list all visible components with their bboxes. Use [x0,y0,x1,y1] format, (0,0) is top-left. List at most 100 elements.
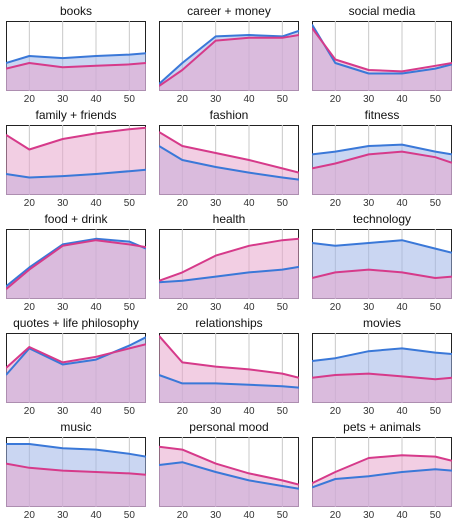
x-tick-label: 50 [430,198,442,209]
chart-plot: 20 30 40 50 [312,21,452,105]
x-tick-label: 40 [90,94,102,105]
x-tick-label: 50 [277,198,289,209]
chart-plot: 20 30 40 50 [6,125,146,209]
series-line [159,29,299,85]
series-line [312,27,452,73]
x-tick-label: 40 [243,406,255,417]
x-tick-label: 40 [396,94,408,105]
chart-title: personal mood [189,420,269,434]
chart-plot: 20 30 40 50 [159,437,299,521]
x-tick-label: 30 [210,94,222,105]
chart-title: movies [362,316,401,330]
x-tick-label: 40 [396,302,408,313]
x-tick-label: 20 [24,302,36,313]
chart-panel: movies 20 30 40 50 [312,316,452,417]
series-line [159,374,299,389]
x-tick-label: 50 [430,94,442,105]
series-line [312,143,452,156]
series-line [6,336,146,376]
x-tick-label: 40 [90,198,102,209]
series-line [6,237,146,288]
chart-panel: personal mood 20 30 40 50 [159,420,299,521]
x-tick-label: 30 [363,94,375,105]
x-tick-label: 50 [430,510,442,521]
x-tick-label: 50 [124,302,136,313]
x-tick-label: 40 [396,406,408,417]
x-tick-label: 20 [330,406,342,417]
series-line [159,34,299,87]
x-tick-label: 30 [57,406,69,417]
series-line [6,126,146,151]
series-area [312,151,452,195]
x-tick-label: 30 [57,302,69,313]
series-line [6,239,146,290]
x-tick-label: 20 [330,198,342,209]
chart-plot: 20 30 40 50 [6,437,146,521]
x-tick-label: 30 [210,510,222,521]
x-tick-label: 40 [243,94,255,105]
x-tick-label: 20 [330,510,342,521]
chart-title: fitness [364,108,400,122]
chart-panel: pets + animals 20 30 40 50 [312,420,452,521]
chart-panel: food + drink 20 30 40 50 [6,212,146,313]
x-tick-label: 30 [210,198,222,209]
x-tick-label: 20 [177,302,189,313]
x-tick-label: 20 [24,510,36,521]
series-area [159,35,299,91]
chart-title: technology [352,212,412,226]
x-tick-label: 20 [24,94,36,105]
series-area [312,373,452,403]
series-line [312,468,452,489]
chart-title: pets + animals [343,420,421,434]
series-line [159,131,299,174]
x-tick-label: 20 [330,94,342,105]
chart-plot: 20 30 40 50 [159,21,299,105]
x-tick-label: 50 [124,510,136,521]
chart-title: books [59,4,93,18]
x-tick-label: 50 [124,198,136,209]
x-tick-label: 40 [90,406,102,417]
x-tick-label: 20 [330,302,342,313]
x-tick-label: 20 [177,510,189,521]
series-line [159,237,299,282]
series-line [312,372,452,381]
chart-panel: fashion 20 30 40 50 [159,108,299,209]
series-area [159,238,299,299]
chart-title: career + money [187,4,271,18]
chart-title: fashion [209,108,249,122]
series-area [312,28,452,91]
chart-plot: 20 30 40 50 [159,229,299,313]
x-tick-label: 20 [24,198,36,209]
x-tick-label: 30 [57,510,69,521]
chart-title: social media [348,4,416,18]
x-tick-label: 50 [124,406,136,417]
series-line [6,52,146,64]
series-line [6,168,146,179]
x-tick-label: 40 [90,302,102,313]
series-line [6,462,146,476]
series-area [312,269,452,299]
chart-plot: 20 30 40 50 [159,125,299,209]
x-tick-label: 30 [57,198,69,209]
x-tick-label: 30 [210,406,222,417]
x-tick-label: 20 [177,406,189,417]
x-tick-label: 50 [277,510,289,521]
x-tick-label: 50 [277,302,289,313]
series-line [6,443,146,458]
chart-title: health [212,212,246,226]
x-tick-label: 40 [243,198,255,209]
series-area [159,132,299,195]
chart-panel: career + money 20 30 40 50 [159,4,299,105]
series-area [6,63,146,91]
chart-panel: fitness 20 30 40 50 [312,108,452,209]
chart-panel: technology 20 30 40 50 [312,212,452,313]
x-tick-label: 50 [124,94,136,105]
chart-panel: music 20 30 40 50 [6,420,146,521]
series-line [159,335,299,379]
x-tick-label: 40 [396,198,408,209]
series-area [6,240,146,299]
chart-title: food + drink [44,212,108,226]
x-tick-label: 40 [243,510,255,521]
x-tick-label: 30 [57,94,69,105]
